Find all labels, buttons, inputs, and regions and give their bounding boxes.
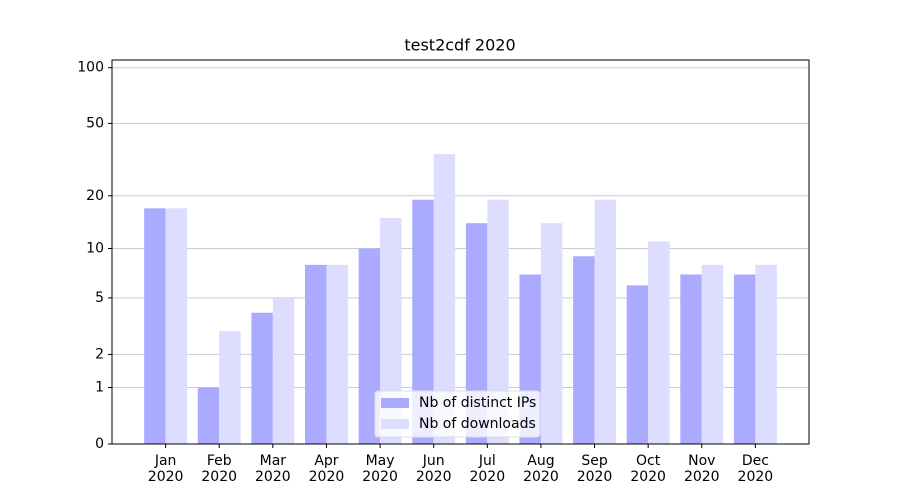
- bar: [433, 154, 456, 444]
- bar: [380, 217, 402, 444]
- bar: [701, 264, 724, 444]
- bar: [540, 223, 563, 444]
- y-tick-label: 50: [86, 115, 104, 131]
- x-tick-label: May 2020: [362, 453, 398, 485]
- bar: [165, 208, 188, 444]
- bar: [326, 264, 348, 444]
- bar: [648, 241, 670, 444]
- x-tick-label: Dec 2020: [737, 453, 774, 485]
- bar: [197, 387, 220, 444]
- chart-title: test2cdf 2020: [404, 36, 515, 55]
- y-tick-label: 0: [95, 436, 104, 452]
- legend-swatch: [381, 398, 409, 408]
- x-tick-label: Sep 2020: [576, 453, 613, 485]
- bar: [626, 285, 649, 444]
- x-tick-label: Jul 2020: [469, 453, 506, 485]
- bar: [251, 312, 273, 444]
- x-tick-label: Mar 2020: [255, 453, 291, 485]
- bar: [412, 199, 434, 444]
- x-tick-label: Apr 2020: [308, 453, 345, 485]
- x-tick-label: Feb 2020: [201, 453, 238, 485]
- bar: [573, 256, 595, 444]
- legend-swatch: [381, 419, 409, 429]
- bar: [305, 264, 327, 444]
- x-tick-label: Nov 2020: [683, 453, 720, 485]
- y-tick-label: 2: [95, 346, 104, 362]
- x-tick-label: Oct 2020: [630, 453, 666, 485]
- bar: [272, 297, 295, 444]
- plot-frame: [111, 59, 810, 445]
- x-tick-label: Aug 2020: [523, 453, 559, 485]
- x-tick-label: Jun 2020: [415, 453, 452, 485]
- legend-label: Nb of downloads: [419, 416, 536, 432]
- y-tick-label: 10: [86, 240, 104, 256]
- bar: [755, 264, 777, 444]
- legend-label: Nb of distinct IPs: [419, 395, 536, 411]
- bar: [465, 223, 488, 444]
- y-tick-label: 5: [95, 290, 104, 306]
- bar: [594, 199, 616, 444]
- legend-box: [374, 390, 541, 438]
- bar: [733, 274, 756, 444]
- y-tick-label: 100: [77, 60, 104, 76]
- bar: [219, 330, 241, 444]
- bar: [680, 274, 702, 444]
- legend: Nb of distinct IPs Nb of downloads: [374, 390, 541, 438]
- y-tick-label: 1: [95, 379, 104, 395]
- y-tick-label: 20: [86, 188, 104, 204]
- bar: [487, 199, 509, 444]
- x-tick-label: Jan 2020: [147, 453, 184, 485]
- bar: [144, 208, 166, 444]
